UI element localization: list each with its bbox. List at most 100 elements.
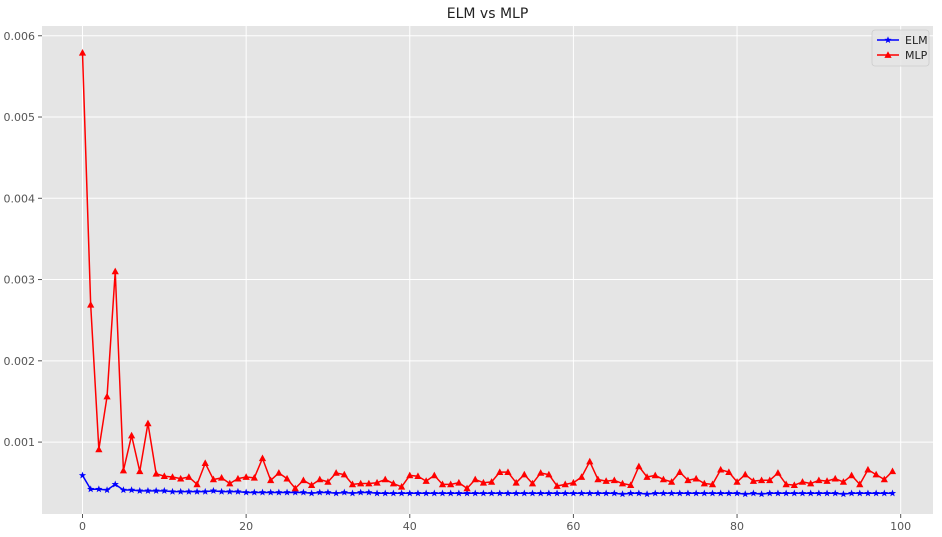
mlp-point — [455, 478, 463, 486]
y-tick-label: 0.004 — [4, 192, 36, 205]
elm-point — [569, 489, 578, 497]
mlp-point — [160, 472, 168, 480]
mlp-point — [815, 476, 823, 484]
mlp-point — [520, 470, 528, 478]
elm-point — [798, 489, 807, 497]
y-tick-label: 0.002 — [4, 355, 36, 368]
mlp-point — [847, 471, 856, 479]
mlp-point — [201, 459, 209, 467]
elm-point — [217, 487, 226, 495]
elm-point — [78, 471, 87, 479]
elm-point — [422, 489, 430, 497]
elm-point — [577, 489, 586, 497]
series-layer — [78, 49, 897, 498]
elm-point — [373, 489, 381, 497]
mlp-point — [316, 475, 324, 483]
elm-point — [880, 489, 888, 497]
mlp-point — [185, 473, 193, 480]
mlp-point — [324, 478, 332, 485]
y-tick-label: 0.005 — [4, 111, 36, 124]
mlp-point — [299, 476, 308, 484]
mlp-point — [430, 471, 438, 479]
elm-point — [594, 489, 602, 497]
mlp-point — [741, 470, 749, 478]
mlp-point — [177, 474, 185, 482]
elm-point — [561, 489, 569, 497]
mlp-point — [569, 478, 578, 486]
mlp-point — [831, 474, 839, 482]
mlp-point — [512, 478, 520, 486]
elm-point — [430, 489, 438, 497]
mlp-point — [234, 474, 242, 482]
mlp-point — [692, 474, 700, 482]
elm-point — [103, 486, 111, 494]
mlp-point — [643, 473, 651, 480]
mlp-point — [258, 454, 267, 462]
mlp-point — [422, 477, 430, 484]
elm-point — [643, 490, 651, 498]
mlp-point — [684, 476, 692, 484]
elm-point — [463, 489, 471, 497]
mlp-point — [152, 469, 160, 477]
elm-point — [749, 489, 758, 497]
mlp-point — [119, 466, 128, 474]
mlp-point — [479, 478, 488, 486]
elm-point — [856, 489, 864, 497]
mlp-point — [635, 462, 643, 470]
mlp-point — [340, 470, 348, 478]
mlp-point — [602, 477, 610, 484]
elm-point — [185, 487, 193, 495]
elm-series — [78, 471, 897, 498]
elm-point — [864, 489, 872, 497]
x-tick-label: 40 — [403, 520, 417, 533]
mlp-point — [348, 480, 357, 488]
mlp-point — [725, 468, 733, 475]
mlp-point — [168, 473, 177, 480]
legend-label: ELM — [905, 34, 928, 47]
elm-point — [316, 488, 324, 496]
elm-point — [136, 487, 144, 494]
mlp-point — [365, 479, 373, 487]
legend: ELM MLP — [871, 29, 930, 67]
mlp-point — [733, 478, 741, 485]
elm-point — [275, 488, 283, 496]
mlp-point — [537, 469, 545, 476]
elm-point — [766, 489, 774, 497]
mlp-point — [217, 474, 226, 481]
elm-point — [782, 489, 790, 497]
mlp-point — [839, 478, 848, 485]
mlp-point — [406, 471, 414, 479]
elm-point — [741, 490, 749, 498]
elm-point — [602, 489, 610, 497]
elm-point — [234, 487, 242, 495]
elm-point — [119, 486, 128, 494]
mlp-point — [397, 482, 406, 490]
elm-point — [177, 487, 185, 495]
elm-point — [839, 490, 848, 498]
mlp-point — [708, 480, 717, 488]
mlp-point — [798, 478, 807, 485]
elm-point — [537, 489, 545, 497]
elm-point — [381, 489, 389, 497]
grid — [42, 26, 933, 514]
mlp-point — [528, 479, 537, 487]
elm-point — [823, 489, 831, 497]
elm-point — [242, 488, 250, 496]
chart-title: ELM vs MLP — [447, 6, 529, 22]
elm-point — [872, 489, 880, 497]
mlp-point — [553, 482, 561, 489]
mlp-point — [381, 475, 389, 483]
elm-point — [389, 489, 398, 497]
elm-point — [226, 487, 234, 495]
elm-point — [586, 489, 594, 497]
mlp-point — [389, 479, 398, 487]
elm-point — [324, 488, 332, 496]
mlp-point — [111, 267, 119, 275]
mlp-point — [103, 392, 111, 400]
plot-area — [42, 26, 933, 514]
elm-point — [250, 488, 258, 496]
x-tick-label: 100 — [890, 520, 911, 533]
y-tick-label: 0.001 — [4, 436, 36, 449]
elm-point — [659, 489, 668, 497]
